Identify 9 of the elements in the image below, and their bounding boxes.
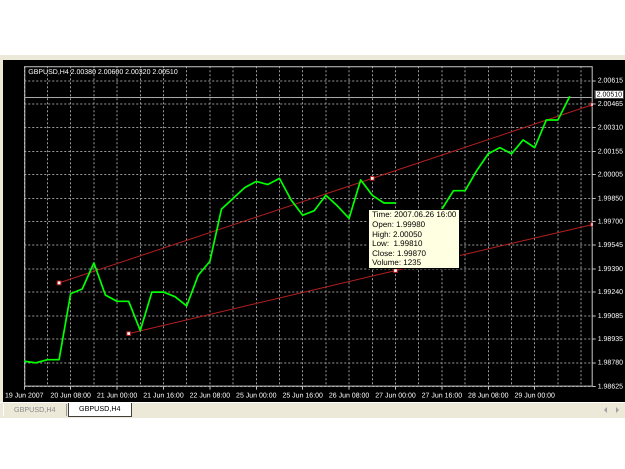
annotation: Low: 1.99810: [372, 239, 424, 249]
point: [126, 331, 132, 336]
point: [56, 280, 62, 286]
annotation: Volume: 1235: [372, 258, 422, 268]
point: [370, 176, 375, 181]
annotation: Close: 1.99870: [372, 248, 427, 258]
annotation: Open: 1.99980: [372, 220, 426, 230]
annotation: Time: 2007.06.26 16:00: [372, 210, 456, 220]
annotation: High: 2.00050: [372, 230, 423, 240]
